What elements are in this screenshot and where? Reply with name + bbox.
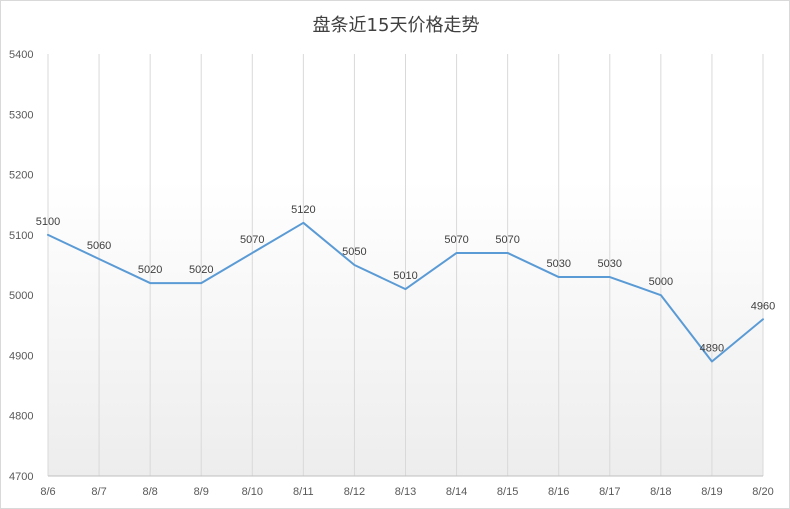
chart-title: 盘条近15天价格走势 <box>312 15 480 36</box>
x-axis-ticks: 8/6 8/7 8/8 8/9 8/10 8/11 8/12 8/13 8/14 8/15 8/16… <box>40 486 773 498</box>
y-tick-label: 5100 <box>9 230 33 242</box>
data-label: 5000 <box>649 276 673 288</box>
x-tick-label: 8/6 <box>40 486 55 498</box>
series <box>47 221 764 363</box>
series-line <box>47 221 764 363</box>
y-tick-label: 4800 <box>9 411 33 423</box>
data-label: 4960 <box>751 300 775 312</box>
x-tick-label: 8/15 <box>497 486 518 498</box>
data-label: 5070 <box>240 234 264 246</box>
data-label: 5060 <box>87 240 111 252</box>
x-tick-label: 8/12 <box>344 486 365 498</box>
data-label: 4890 <box>700 342 724 354</box>
data-label: 5120 <box>291 204 315 216</box>
x-tick-label: 8/10 <box>242 486 263 498</box>
x-tick-label: 8/17 <box>599 486 620 498</box>
y-tick-label: 5000 <box>9 290 33 302</box>
data-label: 5050 <box>342 246 366 258</box>
x-tick-label: 8/9 <box>194 486 209 498</box>
data-label: 5020 <box>138 264 162 276</box>
data-label: 5020 <box>189 264 213 276</box>
data-label: 5100 <box>36 216 60 228</box>
data-label: 5030 <box>598 258 622 270</box>
data-label: 5010 <box>393 270 417 282</box>
data-label: 5070 <box>495 234 519 246</box>
x-tick-label: 8/14 <box>446 486 467 498</box>
x-tick-label: 8/8 <box>142 486 157 498</box>
data-label: 5070 <box>444 234 468 246</box>
x-tick-label: 8/18 <box>650 486 671 498</box>
y-tick-label: 4900 <box>9 350 33 362</box>
x-tick-label: 8/16 <box>548 486 569 498</box>
y-tick-label: 5200 <box>9 170 33 182</box>
x-tick-label: 8/20 <box>752 486 773 498</box>
y-axis-ticks: 4700 4800 4900 5000 5100 5200 5300 5400 <box>9 49 33 483</box>
x-tick-label: 8/19 <box>701 486 722 498</box>
data-label: 5030 <box>546 258 570 270</box>
x-tick-label: 8/13 <box>395 486 416 498</box>
x-tick-label: 8/11 <box>293 486 314 498</box>
y-tick-label: 4700 <box>9 471 33 483</box>
data-labels: 5100 5060 5020 5020 5070 5120 5050 5010 5070 5070… <box>36 204 775 355</box>
y-tick-label: 5300 <box>9 109 33 121</box>
x-tick-label: 8/7 <box>91 486 106 498</box>
y-tick-label: 5400 <box>9 49 33 61</box>
